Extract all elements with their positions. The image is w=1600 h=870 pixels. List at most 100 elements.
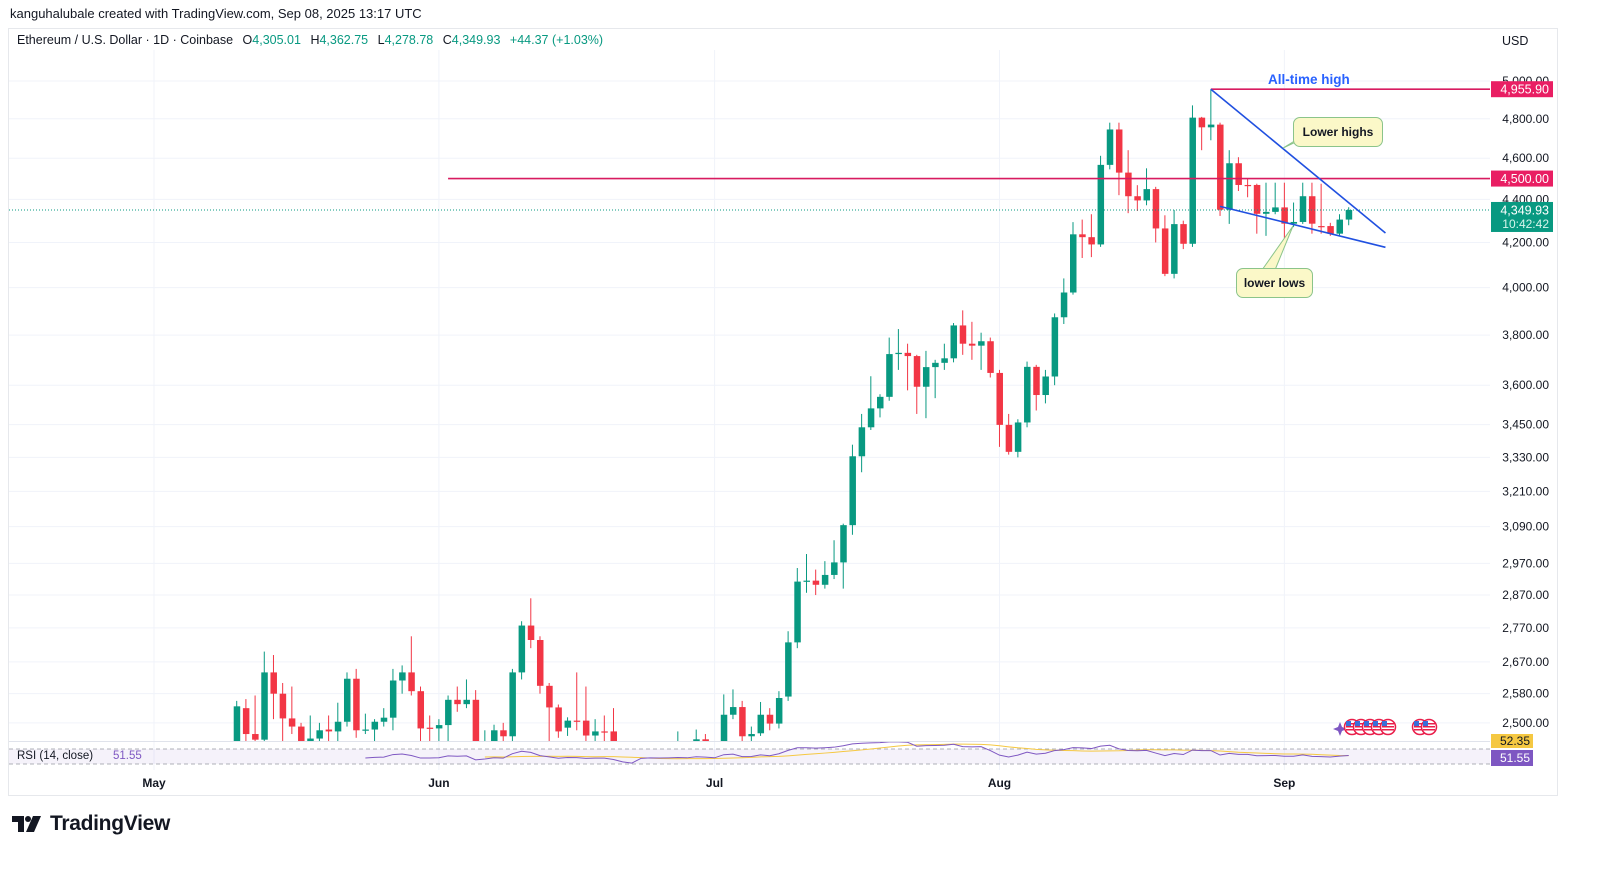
y-tick-label: 2,670.00 bbox=[1502, 655, 1549, 669]
candle bbox=[729, 689, 737, 720]
candle-body bbox=[1189, 117, 1196, 244]
candle-body bbox=[307, 738, 314, 741]
candle-body bbox=[1125, 172, 1132, 197]
rsi-title[interactable]: RSI (14, close) bbox=[17, 750, 93, 762]
bar-countdown: 10:42:42 bbox=[1502, 217, 1549, 231]
candle-body bbox=[858, 427, 866, 457]
candle bbox=[794, 568, 801, 649]
candle bbox=[362, 713, 369, 735]
candle bbox=[1060, 278, 1068, 324]
candle-body bbox=[252, 734, 259, 740]
horizontal-levels[interactable] bbox=[448, 88, 1490, 180]
tradingview-logo[interactable]: TradingView bbox=[12, 812, 170, 836]
events[interactable] bbox=[1333, 718, 1438, 737]
candle bbox=[968, 321, 976, 360]
last-price-label-bg bbox=[1491, 201, 1553, 232]
rsi-lines bbox=[365, 742, 1349, 764]
candle bbox=[1024, 361, 1031, 428]
candle-body bbox=[527, 625, 535, 641]
candle bbox=[261, 651, 268, 741]
candle bbox=[1180, 220, 1187, 250]
candle bbox=[1235, 157, 1242, 191]
candle bbox=[849, 444, 856, 535]
candle bbox=[307, 715, 314, 741]
candle bbox=[996, 369, 1003, 447]
currency-label[interactable]: USD bbox=[1502, 34, 1529, 48]
close-label: C bbox=[442, 33, 452, 47]
candle bbox=[518, 621, 526, 680]
lower-lows-pointer bbox=[1261, 225, 1294, 271]
candle-body bbox=[353, 678, 360, 731]
candle-body bbox=[950, 325, 958, 359]
low-value: 4,278.78 bbox=[384, 33, 434, 47]
candle bbox=[1079, 219, 1086, 259]
candle-body bbox=[757, 714, 765, 734]
candle bbox=[1005, 413, 1013, 455]
candle-body bbox=[720, 714, 728, 741]
rsi-line bbox=[365, 742, 1349, 764]
candle-body bbox=[343, 678, 351, 722]
candle-body bbox=[472, 699, 480, 741]
y-tick-label: 3,600.00 bbox=[1502, 378, 1549, 392]
candle bbox=[748, 726, 755, 741]
candle bbox=[739, 700, 746, 741]
candle bbox=[922, 350, 930, 419]
y-tick-label: 3,090.00 bbox=[1502, 520, 1549, 534]
candle bbox=[959, 310, 967, 355]
candle-body bbox=[417, 691, 425, 729]
candle-body bbox=[1253, 184, 1261, 214]
trendlines[interactable] bbox=[1210, 88, 1386, 249]
candle bbox=[325, 715, 333, 741]
y-tick-label: 3,330.00 bbox=[1502, 450, 1549, 464]
level-price-label: 4,955.90 bbox=[1500, 83, 1549, 97]
candle bbox=[913, 354, 921, 414]
candle-body bbox=[1290, 221, 1298, 224]
candle bbox=[270, 655, 277, 720]
candle-body bbox=[298, 726, 305, 741]
candle bbox=[472, 690, 480, 741]
lower-lows-callout[interactable]: lower lows bbox=[1236, 268, 1313, 298]
close-value: 4,349.93 bbox=[451, 33, 501, 47]
candle-body bbox=[233, 706, 241, 741]
candle bbox=[1217, 122, 1224, 216]
us-flag-icon[interactable] bbox=[1420, 718, 1438, 736]
lower-highs-callout[interactable]: Lower highs bbox=[1293, 117, 1383, 147]
tradingview-wordmark: TradingView bbox=[50, 812, 171, 835]
ath-annotation[interactable]: All-time high bbox=[1268, 72, 1350, 87]
candle bbox=[298, 722, 305, 741]
candle-body bbox=[1014, 422, 1022, 452]
candle bbox=[904, 343, 912, 391]
candle bbox=[858, 413, 866, 473]
candle bbox=[941, 343, 948, 370]
candle bbox=[445, 695, 452, 741]
candle-body bbox=[1152, 189, 1160, 229]
candle-body bbox=[491, 730, 498, 741]
candle-body bbox=[904, 352, 912, 357]
candle-body bbox=[959, 325, 967, 344]
candle-body bbox=[1024, 366, 1031, 423]
candle bbox=[831, 540, 838, 580]
candle-body bbox=[1336, 219, 1344, 234]
candle-body bbox=[794, 581, 801, 643]
candle-body bbox=[380, 717, 388, 722]
flag-stripe bbox=[1423, 726, 1435, 728]
candle bbox=[757, 701, 765, 736]
sparkle-icon[interactable] bbox=[1333, 722, 1347, 736]
us-flag-icon[interactable] bbox=[1379, 718, 1397, 736]
candle-body bbox=[748, 734, 755, 737]
candle-body bbox=[1345, 209, 1353, 220]
candle-body bbox=[371, 721, 379, 730]
x-tick-label: Jun bbox=[428, 776, 449, 790]
time-axis[interactable]: May Jun Jul Aug Sep bbox=[142, 776, 1295, 790]
candle-body bbox=[1134, 196, 1141, 201]
candle bbox=[426, 715, 434, 741]
y-tick-label: 3,210.00 bbox=[1502, 484, 1549, 498]
trendline bbox=[1219, 205, 1386, 249]
candle-body bbox=[463, 699, 470, 705]
symbol-name[interactable]: Ethereum / U.S. Dollar · 1D · Coinbase bbox=[17, 33, 234, 47]
candle-body bbox=[766, 714, 774, 724]
candle-body bbox=[610, 731, 617, 741]
candle-body bbox=[426, 727, 434, 729]
candle-body bbox=[1051, 317, 1059, 377]
